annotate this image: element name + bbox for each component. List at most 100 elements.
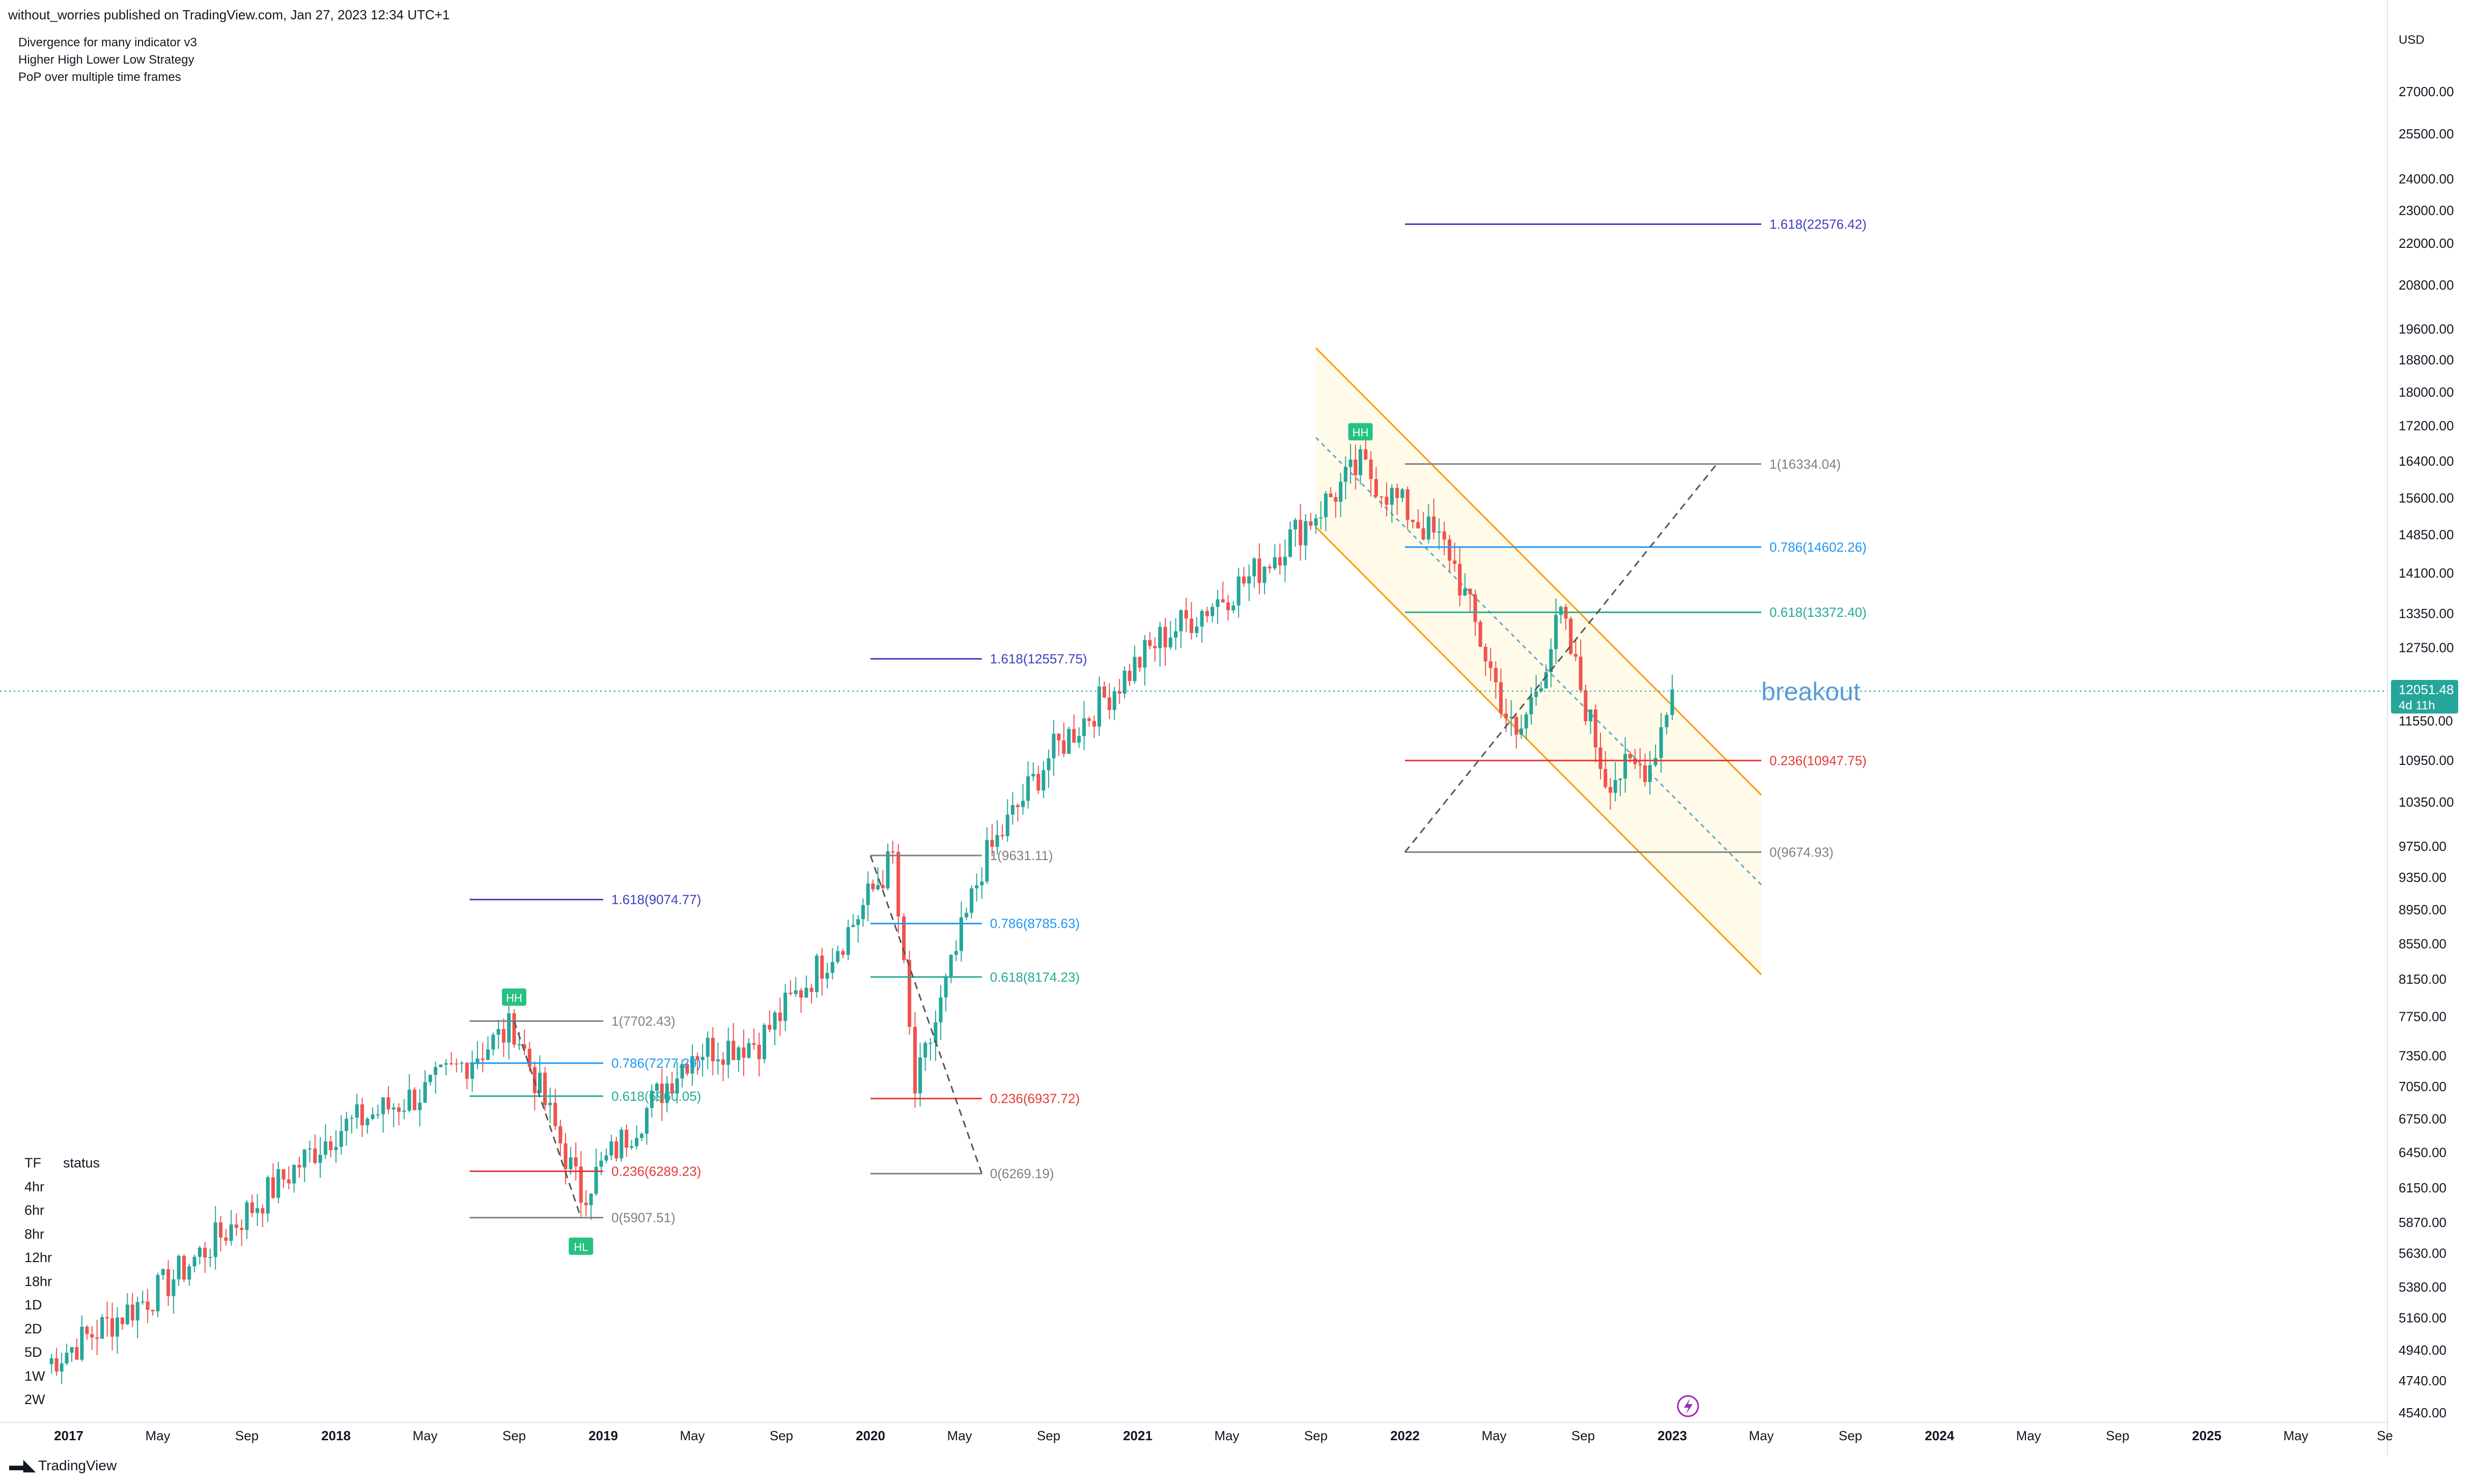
- price-tick-label: 5630.00: [2399, 1246, 2446, 1261]
- candle-body: [1584, 690, 1588, 722]
- candle-body: [650, 1091, 654, 1108]
- candle-body: [1354, 460, 1358, 475]
- candle-body: [934, 1022, 938, 1043]
- candle-body: [990, 840, 994, 847]
- candle-body: [355, 1104, 359, 1118]
- channel-lower-line[interactable]: [1315, 526, 1762, 976]
- candle-body: [1623, 754, 1627, 779]
- candle-body: [1000, 835, 1004, 837]
- candle-body: [1534, 691, 1538, 697]
- candle-body: [187, 1266, 191, 1280]
- price-tick-label: 16400.00: [2399, 453, 2454, 469]
- price-tick-label: 8150.00: [2399, 972, 2446, 987]
- price-tick-label: 11550.00: [2399, 713, 2453, 728]
- candle-body: [140, 1301, 145, 1303]
- candle-body: [1148, 640, 1152, 646]
- candle-body: [655, 1083, 659, 1091]
- flash-icon[interactable]: [1677, 1395, 1699, 1417]
- candle-body: [1458, 563, 1462, 596]
- candle-body: [1374, 479, 1378, 497]
- currency-label: USD: [2399, 33, 2425, 47]
- candle-body: [841, 951, 845, 955]
- candle-body: [1174, 631, 1178, 638]
- tradingview-logo[interactable]: ▬◣ TradingView: [9, 1457, 117, 1474]
- current-price-tag: [2391, 680, 2458, 714]
- price-tick-label: 15600.00: [2399, 491, 2454, 506]
- candle-body: [747, 1043, 751, 1058]
- candle-body: [939, 997, 943, 1022]
- candle-body: [665, 1083, 669, 1103]
- candle-body: [1026, 776, 1030, 801]
- candle-body: [135, 1302, 139, 1321]
- price-axis[interactable]: 27000.00 25500.00 24000.00 23000.00 22000.00…: [2399, 84, 2454, 1420]
- candle-body: [1608, 787, 1613, 793]
- candle-body: [1138, 657, 1142, 668]
- candle-body: [716, 1059, 720, 1062]
- candle-body: [1463, 588, 1467, 596]
- fib-level-label: 1(7702.43): [611, 1013, 676, 1029]
- candle-body: [1278, 557, 1282, 566]
- candle-body: [1334, 497, 1338, 502]
- price-tick-label: 8950.00: [2399, 902, 2446, 918]
- candle-body: [522, 1044, 526, 1049]
- candle-body: [460, 1063, 464, 1064]
- time-axis[interactable]: 2017 May Sep 2018 May Sep 2019 May Sep 2020 May Sep…: [54, 1428, 2393, 1443]
- price-tick-label: 7350.00: [2399, 1048, 2446, 1064]
- price-tick-label: 5160.00: [2399, 1310, 2446, 1326]
- candle-body: [799, 990, 803, 998]
- candle-body: [1670, 689, 1674, 716]
- price-tick-label: 14850.00: [2399, 527, 2454, 542]
- candle-body: [757, 1044, 761, 1060]
- trend-lines[interactable]: [513, 463, 1718, 1218]
- time-tick-label: Sep: [2106, 1428, 2129, 1443]
- candle-body: [1221, 599, 1225, 603]
- candle-body: [1648, 765, 1652, 782]
- trend-line-2022[interactable]: [1404, 463, 1718, 853]
- fib-levels[interactable]: 1.618(9074.77) 1(7702.43) 0.786(7277.29) 0.…: [469, 217, 1867, 1225]
- candle-body: [1184, 610, 1188, 619]
- indicator-name[interactable]: Higher High Lower Low Strategy: [18, 53, 194, 67]
- candle-body: [371, 1114, 375, 1119]
- candle-body: [240, 1228, 244, 1230]
- candle-body: [856, 919, 860, 925]
- candle-body: [574, 1157, 578, 1167]
- breakout-annotation[interactable]: breakout: [1761, 677, 1861, 706]
- candle-body: [80, 1327, 84, 1360]
- candle-body: [1589, 709, 1593, 722]
- candle-body: [1519, 728, 1524, 735]
- candle-body: [1047, 758, 1051, 770]
- indicator-name[interactable]: PoP over multiple time frames: [18, 70, 181, 84]
- time-tick-label: May: [680, 1428, 705, 1443]
- candle-body: [1107, 697, 1111, 710]
- candle-body: [876, 885, 880, 890]
- candle-body: [1226, 602, 1230, 611]
- candle-body: [1643, 765, 1647, 782]
- candle-body: [768, 1024, 772, 1030]
- candle-body: [161, 1269, 165, 1275]
- indicator-name[interactable]: Divergence for many indicator v3: [18, 36, 197, 49]
- candle-body: [579, 1166, 583, 1203]
- price-tick-label: 7750.00: [2399, 1009, 2446, 1024]
- candle-body: [778, 1012, 782, 1021]
- candle-body: [1573, 654, 1578, 657]
- bar-countdown: 4d 11h: [2399, 699, 2435, 712]
- trend-line-2018[interactable]: [513, 1020, 582, 1218]
- descending-channel[interactable]: [1315, 347, 1762, 976]
- tf-row: 12hr: [24, 1250, 52, 1265]
- candle-body: [507, 1013, 511, 1043]
- candle-body: [553, 1102, 557, 1126]
- candle-body: [156, 1275, 160, 1311]
- candle-body: [1364, 449, 1368, 460]
- candle-body: [660, 1083, 664, 1103]
- price-tick-label: 6150.00: [2399, 1180, 2446, 1195]
- candle-body: [486, 1049, 490, 1060]
- candle-body: [407, 1090, 411, 1111]
- channel-upper-line[interactable]: [1315, 347, 1762, 796]
- candle-body: [1604, 768, 1608, 787]
- current-price-value: 12051.48: [2399, 682, 2454, 697]
- price-tick-label: 9750.00: [2399, 839, 2446, 854]
- tf-row: 5D: [24, 1345, 42, 1360]
- candle-body: [1488, 661, 1493, 668]
- tf-row: 1W: [24, 1368, 45, 1384]
